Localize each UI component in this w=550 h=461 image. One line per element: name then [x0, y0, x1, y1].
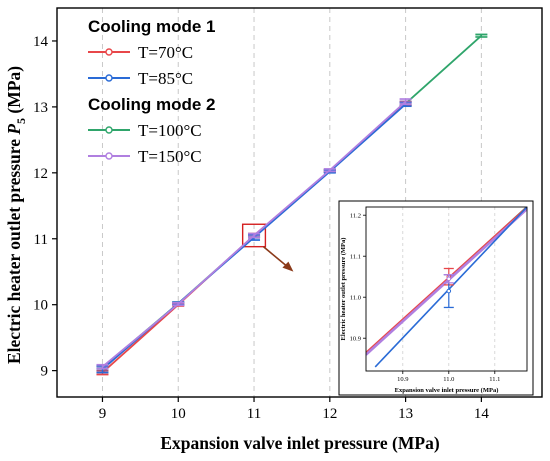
y-tick-label: 14: [33, 34, 49, 50]
legend-group-title: Cooling mode 2: [88, 95, 216, 114]
legend-entry-label: T=100°C: [138, 121, 202, 140]
inset-x-tick-label: 11.1: [489, 376, 500, 383]
y-axis-label-text: Electric heater outlet pressure: [4, 135, 24, 364]
axis-ticks: 9 10 11 12 13 14 9 10 11 12 13 14: [33, 34, 489, 422]
inset-x-tick-label: 10.9: [397, 376, 408, 383]
y-axis-label-symbol: P: [4, 124, 24, 136]
inset-y-axis-label: Electric heater outlet pressure (MPa): [340, 238, 347, 341]
data-point: [96, 364, 109, 369]
x-tick-label: 12: [322, 406, 337, 422]
x-tick-label: 9: [99, 406, 107, 422]
inset-series-line: [374, 207, 527, 368]
data-point: [323, 168, 336, 172]
inset-data-point: [446, 288, 452, 294]
legend-entry-label: T=150°C: [138, 147, 202, 166]
inset-y-tick-label: 11.0: [350, 295, 361, 302]
inset-y-tick-label: 11.1: [350, 254, 361, 261]
x-axis-label: Expansion valve inlet pressure (MPa): [160, 433, 440, 453]
inset-y-tick-label: 11.2: [350, 213, 361, 220]
inset-frame: [365, 206, 528, 372]
legend-marker: [105, 74, 113, 82]
inset-data-point: [446, 276, 452, 282]
inset-series-line: [366, 207, 527, 354]
data-point: [475, 34, 488, 38]
data-series: [96, 33, 488, 376]
data-point: [399, 98, 412, 105]
legend-entry-label: T=70°C: [138, 43, 193, 62]
legend-marker: [105, 48, 113, 56]
legend: Cooling mode 1 T=70°C T=85°C Cooling mode 2…: [88, 17, 216, 166]
inset-chart: 10.9 11.0 11.1 10.9 11.0 11.1 11.2 Expansion va…: [338, 200, 534, 396]
x-tick-label: 14: [474, 406, 490, 422]
data-point: [172, 302, 185, 306]
y-axis-label-unit: (MPa): [4, 66, 24, 118]
zoom-indicator: [241, 223, 294, 272]
zoom-box: [241, 223, 267, 248]
y-tick-label: 10: [33, 298, 48, 314]
y-axis-label-subscript: 5: [14, 118, 28, 124]
legend-entry-label: T=85°C: [138, 69, 193, 88]
legend-marker: [105, 126, 113, 134]
inset-series-line: [366, 208, 527, 356]
zoom-arrow: [262, 246, 288, 268]
x-tick-label: 13: [398, 406, 413, 422]
legend-marker: [105, 152, 113, 160]
y-tick-label: 11: [34, 232, 48, 248]
x-tick-label: 11: [247, 406, 261, 422]
inset-y-tick-label: 10.9: [350, 336, 361, 343]
inset-series: [366, 207, 527, 368]
inset-x-tick-label: 11.0: [443, 376, 454, 383]
inset-x-axis-label: Expansion valve inlet pressure (MPa): [395, 387, 499, 394]
plot-area-frame: [56, 7, 543, 398]
zoom-arrowhead: [282, 261, 294, 272]
y-tick-label: 9: [41, 364, 49, 380]
y-axis-label: Electric heater outlet pressure P5 (MPa): [4, 66, 28, 364]
y-tick-label: 13: [33, 100, 48, 116]
x-tick-label: 10: [171, 406, 186, 422]
data-point: [248, 233, 261, 238]
legend-group-title: Cooling mode 1: [88, 17, 216, 36]
y-tick-label: 12: [33, 166, 48, 182]
